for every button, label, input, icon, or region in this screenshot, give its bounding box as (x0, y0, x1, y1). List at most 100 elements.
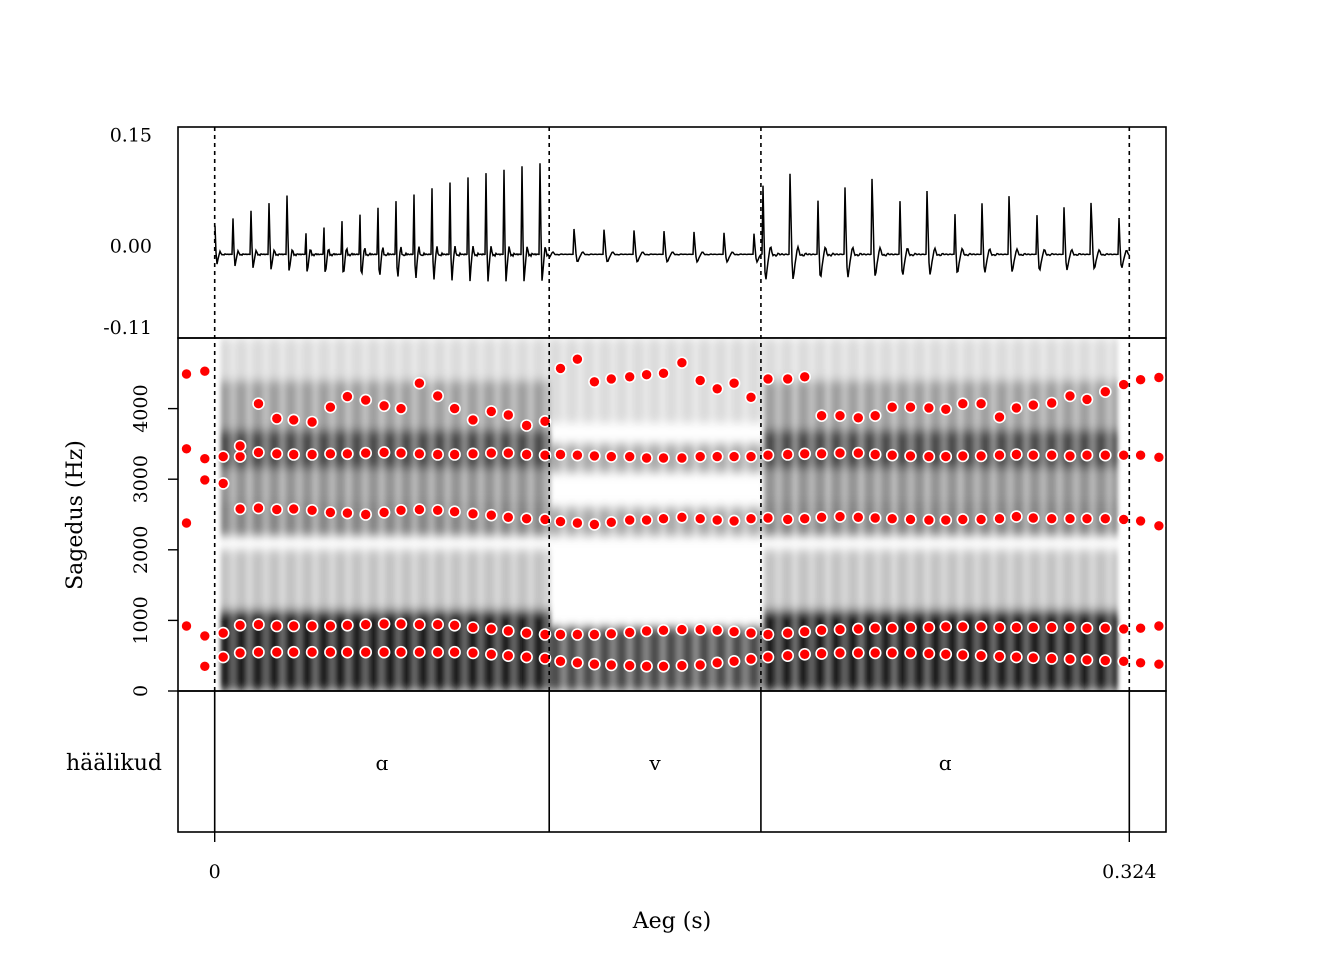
spectrogram-cell (907, 338, 911, 381)
formant-point-f2b (341, 506, 354, 520)
spectrogram-cell (523, 338, 527, 381)
spectrogram-cell (256, 468, 260, 501)
formant-point-f2 (324, 619, 337, 633)
spectrogram-cell (790, 338, 794, 381)
spectrogram-cell (529, 380, 533, 430)
formant-point-f3 (305, 448, 319, 461)
spectrogram-cell (778, 380, 782, 430)
spectrogram-cell (706, 627, 710, 691)
spectrogram-cell (976, 338, 980, 381)
spectrogram-cell (1063, 468, 1067, 501)
spectrogram-cell (220, 338, 224, 381)
formant-point-f2b (744, 512, 758, 526)
spectrogram-cell (481, 609, 485, 691)
spectrogram-cell (415, 380, 419, 430)
spectrogram-cell (475, 549, 479, 610)
spectrogram-cell (445, 468, 449, 501)
spectrogram-cell (226, 338, 230, 381)
spectrogram-cell (565, 507, 569, 536)
spectrogram-cell (250, 609, 254, 691)
spectrogram-cell (502, 549, 506, 610)
formant-point-f4 (675, 356, 689, 370)
spectrogram-cell (430, 500, 434, 536)
spectrogram-cell (490, 468, 494, 501)
spectrogram-cell (811, 500, 815, 536)
spectrogram-tick-label: 0 (130, 685, 152, 697)
formant-point-f4 (538, 414, 552, 428)
spectrogram-cell (421, 549, 425, 610)
spectrogram-cell (1102, 468, 1106, 501)
formant-point-f2b (359, 508, 373, 521)
spectrogram-cell (763, 609, 767, 691)
spectrogram-cell (967, 338, 971, 381)
spectrogram-cell (946, 338, 950, 381)
formant-point-f2 (1080, 621, 1094, 635)
spectrogram-cell (226, 609, 230, 691)
spectrogram-cell (790, 380, 794, 430)
formant-point-f4 (693, 374, 707, 387)
spectrogram-cell (673, 338, 677, 423)
spectrogram-cell (847, 609, 851, 691)
spectrogram-cell (1024, 500, 1028, 536)
spectrogram-cell (430, 380, 434, 430)
spectrogram-cell (799, 549, 803, 610)
spectrogram-cell (877, 549, 881, 610)
formant-point-f4 (466, 413, 480, 427)
spectrogram-cell (1024, 429, 1028, 469)
spectrogram-cell (538, 338, 542, 381)
spectrogram-cell (226, 429, 230, 469)
spectrogram-cell (286, 549, 290, 610)
spectrogram-cell (760, 507, 764, 536)
spectrogram-cell (307, 338, 311, 381)
spectrogram-cell (757, 627, 761, 691)
spectrogram-cell (766, 380, 770, 430)
spectrogram-cell (898, 429, 902, 469)
spectrogram-cell (946, 429, 950, 469)
spectrogram-cell (337, 380, 341, 430)
formant-point-f2b (939, 513, 953, 527)
spectrogram-cell (259, 549, 263, 610)
spectrogram-cell (223, 338, 227, 381)
spectrogram-cell (394, 500, 398, 536)
spectrogram-cell (976, 468, 980, 501)
spectrogram-cell (295, 500, 299, 536)
spectrogram-cell (907, 549, 911, 610)
spectrogram-cell (751, 338, 755, 423)
spectrogram-cell (535, 338, 539, 381)
spectrogram-cell (412, 338, 416, 381)
spectrogram-cell (832, 429, 836, 469)
spectrogram-cell (943, 468, 947, 501)
spectrogram-cell (469, 468, 473, 501)
spectrogram-cell (265, 380, 269, 430)
spectrogram-cell (463, 380, 467, 430)
spectrogram-cell (862, 380, 866, 430)
spectrogram-cell (982, 338, 986, 381)
spectrogram-cell (1093, 468, 1097, 501)
spectrogram-cell (508, 468, 512, 501)
spectrogram-cell (808, 380, 812, 430)
spectrogram-cell (676, 627, 680, 691)
spectrogram-cell (436, 549, 440, 610)
spectrogram-cell (406, 380, 410, 430)
spectrogram-cell (904, 549, 908, 610)
spectrogram-cell (682, 627, 686, 691)
spectrogram-cell (685, 627, 689, 691)
formant-point-f2b (252, 501, 265, 515)
spectrogram-cell (661, 627, 665, 691)
spectrogram-cell (1021, 380, 1025, 430)
formant-point-f1 (198, 659, 212, 673)
spectrogram-cell (868, 380, 872, 430)
spectrogram-cell (973, 429, 977, 469)
spectrogram-cell (628, 627, 632, 691)
spectrogram-cell (301, 380, 305, 430)
formant-point-f3 (1010, 448, 1023, 461)
spectrogram-cell (433, 380, 437, 430)
formant-point-f4 (640, 368, 653, 382)
spectrogram-cell (358, 380, 362, 430)
spectrogram-cell (487, 338, 491, 381)
spectrogram-cell (790, 468, 794, 501)
spectrogram-cell (952, 429, 956, 469)
spectrogram-cell (355, 380, 359, 430)
spectrogram-cell (601, 627, 605, 691)
spectrogram-cell (547, 380, 551, 430)
